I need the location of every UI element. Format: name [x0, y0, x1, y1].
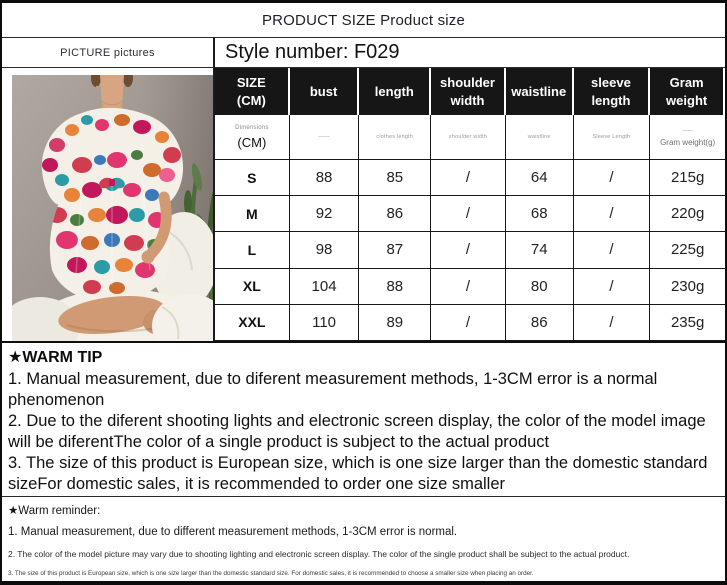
row-xxl-size: XXL [215, 304, 290, 341]
col-header-size: SIZE (CM) [215, 68, 290, 115]
row-xxl-bust: 110 [289, 304, 360, 341]
row-l-shoulder: / [431, 232, 506, 269]
product-photo-illustration [12, 75, 213, 341]
subheader-bust: —— [289, 115, 360, 160]
row-l-length: 87 [359, 232, 432, 269]
row-m-shoulder: / [431, 196, 506, 233]
row-xl-waist: 80 [505, 268, 574, 305]
style-number: Style number: F029 [225, 41, 400, 63]
row-s-size: S [215, 160, 290, 197]
row-m-length: 86 [359, 196, 432, 233]
row-xl-bust: 104 [289, 268, 360, 305]
row-s-shoulder: / [431, 160, 506, 197]
row-m-weight: 220g [650, 196, 725, 233]
warm-reminder-line-3: 3. The size of this product is European … [8, 570, 534, 577]
row-s-bust: 88 [289, 160, 360, 197]
row-s-sleeve: / [573, 160, 651, 197]
subheader-waistline: waistline [505, 115, 574, 160]
row-l-size: L [215, 232, 290, 269]
warm-reminder-section: ★Warm reminder: 1. Manual measurement, d… [2, 497, 725, 581]
subheader-dimensions: Dimensions (CM) [215, 115, 290, 160]
subheader-sleeve: Sleeve Length [573, 115, 651, 160]
warm-reminder-line-1: 1. Manual measurement, due to different … [8, 526, 458, 538]
subheader-weight: —— Gram weight(g) [650, 115, 725, 160]
row-m-size: M [215, 196, 290, 233]
picture-label: PICTURE pictures [2, 38, 215, 67]
col-header-length: length [359, 68, 432, 115]
main-band: SIZE (CM) bust length shoulder width waist… [2, 68, 725, 343]
row-m-waist: 68 [505, 196, 574, 233]
product-photo [2, 68, 215, 341]
subheader-length: clothes length [359, 115, 432, 160]
row-xl-sleeve: / [573, 268, 651, 305]
row-m-bust: 92 [289, 196, 360, 233]
row-l-sleeve: / [573, 232, 651, 269]
size-table: SIZE (CM) bust length shoulder width waist… [215, 68, 725, 341]
row-l-weight: 225g [650, 232, 725, 269]
page-title: PRODUCT SIZE Product size [2, 3, 725, 38]
row-xxl-shoulder: / [431, 304, 506, 341]
row-s-length: 85 [359, 160, 432, 197]
warm-tip-line-2: 2. Due to the diferent shooting lights a… [8, 412, 706, 451]
col-header-sleeve: sleeve length [573, 68, 651, 115]
style-row: PICTURE pictures Style number: F029 [2, 38, 725, 68]
row-xxl-length: 89 [359, 304, 432, 341]
warm-reminder-line-2: 2. The color of the model picture may va… [8, 549, 630, 559]
row-l-bust: 98 [289, 232, 360, 269]
warm-tip-section: ★WARM TIP 1. Manual measurement, due to … [2, 343, 725, 497]
row-l-waist: 74 [505, 232, 574, 269]
col-header-shoulder: shoulder width [431, 68, 506, 115]
warm-tip-title: ★WARM TIP [8, 349, 103, 366]
row-m-sleeve: / [573, 196, 651, 233]
col-header-waistline: waistline [505, 68, 574, 115]
row-xl-shoulder: / [431, 268, 506, 305]
row-xxl-sleeve: / [573, 304, 651, 341]
warm-reminder-title: ★Warm reminder: [8, 505, 101, 517]
warm-tip-line-3: 3. The size of this product is European … [8, 454, 708, 493]
col-header-bust: bust [289, 68, 360, 115]
subheader-shoulder: shoulder width [431, 115, 506, 160]
row-xxl-weight: 235g [650, 304, 725, 341]
col-header-weight: Gram weight [650, 68, 725, 115]
row-s-waist: 64 [505, 160, 574, 197]
row-xl-length: 88 [359, 268, 432, 305]
row-xl-size: XL [215, 268, 290, 305]
row-xl-weight: 230g [650, 268, 725, 305]
row-xxl-waist: 86 [505, 304, 574, 341]
warm-tip-line-1: 1. Manual measurement, due to diferent m… [8, 370, 658, 409]
row-s-weight: 215g [650, 160, 725, 197]
